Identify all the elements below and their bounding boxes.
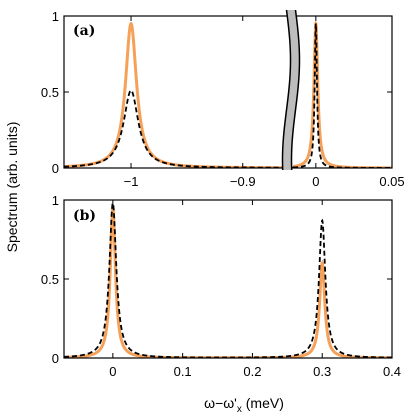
panel-a-series-dashed-line (64, 89, 293, 168)
y-axis-title: Spectrum (arb. units) (4, 122, 20, 253)
panel-a-ytick-label: 0 (52, 161, 59, 176)
panel-a-lines (64, 20, 392, 168)
panel-a-series-solid-line (64, 21, 293, 168)
panel-a-segment-1 (293, 20, 392, 168)
axis-break-edge-right (290, 9, 301, 171)
panel-a-ytick-label: 1 (52, 9, 59, 24)
panel-b-label: (b) (73, 208, 96, 224)
panel-a-segment-0 (64, 21, 293, 168)
x-axis-title-unit: (meV) (242, 395, 284, 411)
panel-b-xtick-label: 0.3 (313, 364, 331, 379)
axis-break-band (282, 10, 300, 170)
panel-b: 0 0.1 0.2 0.3 0.4 0 0.5 1 (b) (41, 193, 401, 379)
x-axis-title: ω−ω'x (meV) (204, 395, 284, 415)
panel-b-ytick-label: 0.5 (41, 272, 59, 287)
panel-a-ticks: −1 −0.9 0 0.05 0 0.5 1 (41, 9, 405, 189)
panel-a-axis-break (281, 9, 301, 171)
panel-a-xtick-label: 0.05 (379, 174, 404, 189)
panel-b-xtick-label: 0.2 (243, 364, 261, 379)
panel-b-series-solid-line (64, 205, 392, 358)
panel-b-ytick-label: 0 (52, 351, 59, 366)
panel-a-series-dashed-line (293, 23, 392, 168)
axis-break-edge-left (281, 9, 292, 171)
x-axis-title-subscript: x (237, 404, 242, 415)
panel-a-series-solid-line (293, 20, 392, 168)
panel-b-ytick-label: 1 (52, 193, 59, 208)
panel-b-xtick-label: 0 (109, 364, 116, 379)
panel-b-xtick-label: 0.1 (174, 364, 192, 379)
panel-b-segment-0 (64, 202, 392, 358)
panel-a-xtick-label: −0.9 (230, 174, 256, 189)
panel-b-ticks: 0 0.1 0.2 0.3 0.4 0 0.5 1 (41, 193, 401, 379)
panel-b-xtick-label: 0.4 (383, 364, 401, 379)
panel-a-ytick-label: 0.5 (41, 85, 59, 100)
panel-a-xtick-label: −1 (124, 174, 139, 189)
panel-b-lines (64, 202, 392, 358)
panel-a-frame (63, 15, 393, 169)
panel-a-xtick-label: 0 (312, 174, 319, 189)
x-axis-title-main: ω−ω' (204, 395, 237, 411)
panel-b-series-dashed-line (64, 202, 392, 358)
panel-a: −1 −0.9 0 0.05 0 0.5 1 (a) (41, 9, 405, 189)
panel-a-label: (a) (73, 23, 95, 39)
